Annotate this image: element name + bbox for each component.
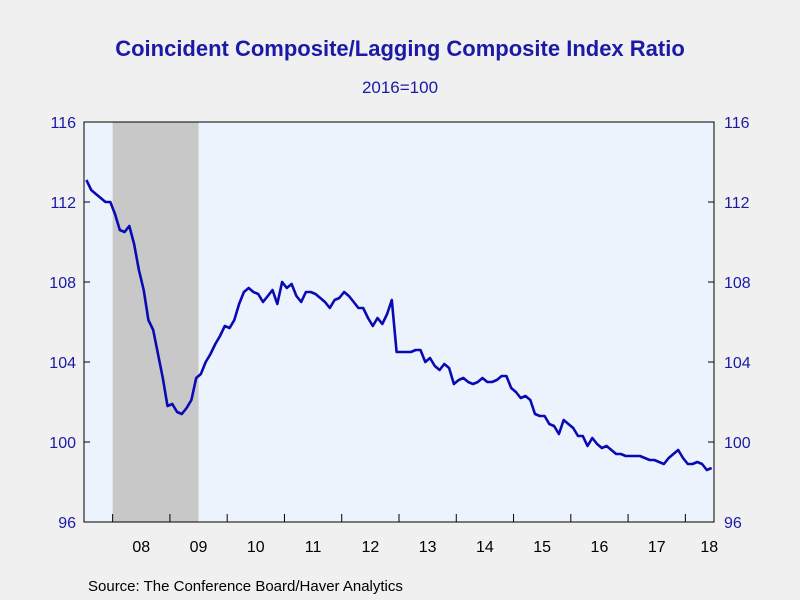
x-tick-label: 12 xyxy=(361,539,379,556)
source-note: Source: The Conference Board/Haver Analy… xyxy=(88,578,403,595)
y-tick-label-right: 112 xyxy=(724,195,750,212)
x-tick-label: 10 xyxy=(247,539,265,556)
x-tick-label: 18 xyxy=(700,539,718,556)
x-tick-label: 09 xyxy=(190,539,208,556)
y-tick-label-right: 96 xyxy=(724,515,742,532)
y-tick-label-right: 104 xyxy=(724,355,751,372)
y-tick-label-left: 100 xyxy=(49,435,76,452)
chart-title: Coincident Composite/Lagging Composite I… xyxy=(115,36,685,61)
y-tick-label-left: 112 xyxy=(50,195,76,212)
series-line-0 xyxy=(85,179,713,472)
x-tick-label: 15 xyxy=(533,539,551,556)
x-tick-label: 13 xyxy=(419,539,437,556)
y-tick-label-right: 116 xyxy=(724,115,750,132)
x-tick-label: 16 xyxy=(591,539,609,556)
x-tick-label: 17 xyxy=(648,539,666,556)
x-tick-label: 08 xyxy=(132,539,150,556)
y-tick-label-right: 100 xyxy=(724,435,751,452)
y-tick-label-left: 104 xyxy=(49,355,76,372)
x-tick-label: 14 xyxy=(476,539,494,556)
y-tick-label-left: 116 xyxy=(50,115,76,132)
recession-shading xyxy=(112,122,199,522)
y-tick-label-left: 96 xyxy=(58,515,76,532)
x-tick-label: 11 xyxy=(305,539,322,556)
chart-subtitle: 2016=100 xyxy=(361,78,439,97)
y-tick-label-right: 108 xyxy=(724,275,751,292)
y-tick-label-left: 108 xyxy=(49,275,76,292)
